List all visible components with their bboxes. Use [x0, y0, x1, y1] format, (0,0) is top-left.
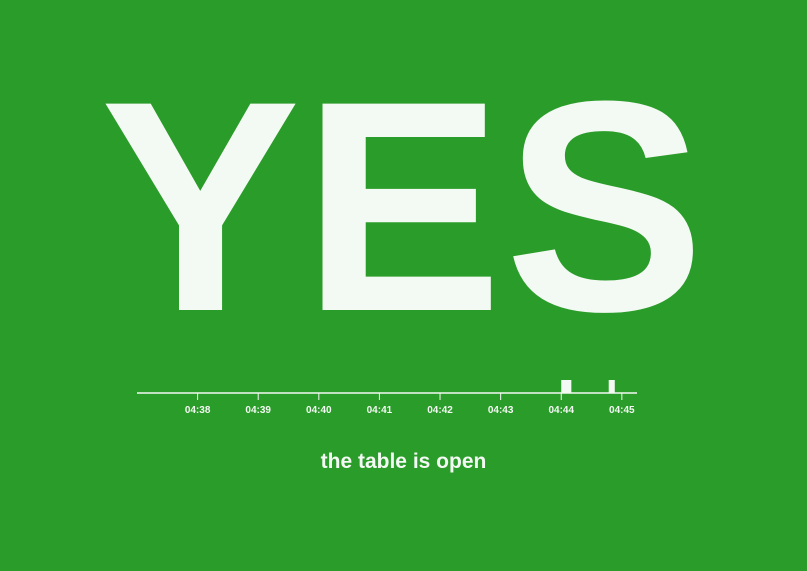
- timeline-tick-label: 04:43: [488, 405, 514, 416]
- timeline-tick-label: 04:44: [548, 405, 574, 416]
- status-word: YES: [100, 38, 707, 374]
- timeline-tick-label: 04:42: [427, 405, 453, 416]
- timeline-event-bar: [608, 380, 615, 393]
- timeline-event-bar: [561, 380, 572, 393]
- timeline-tick-label: 04:39: [245, 405, 271, 416]
- timeline-tick-label: 04:38: [185, 405, 211, 416]
- status-caption: the table is open: [320, 450, 487, 473]
- timeline-tick-label: 04:45: [609, 405, 635, 416]
- timeline-tick-label: 04:41: [367, 405, 393, 416]
- timeline-tick-label: 04:40: [306, 405, 332, 416]
- timeline-svg: 04:38 04:39 04:40 04:41 04:42 04:43 04:44 04:45: [137, 380, 637, 416]
- timeline-chart: 04:38 04:39 04:40 04:41 04:42 04:43 04:44 04:45: [0, 360, 807, 420]
